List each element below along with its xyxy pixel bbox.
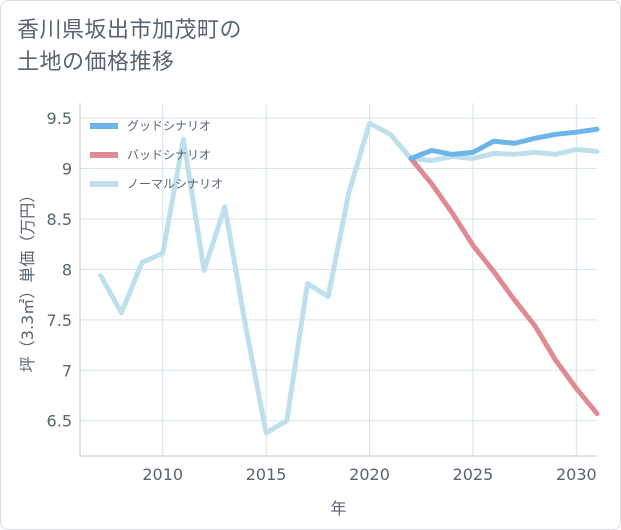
legend-label-1: バッドシナリオ — [127, 148, 211, 162]
grid — [80, 103, 597, 456]
y-tick-label: 9 — [62, 160, 72, 179]
series-line-1 — [408, 156, 600, 417]
chart-title-line-2: 土地の価格推移 — [17, 50, 175, 75]
x-axis-title: 年 — [330, 499, 346, 518]
chart-title: 香川県坂出市加茂町の 土地の価格推移 — [17, 15, 242, 79]
legend-label-0: グッドシナリオ — [127, 119, 211, 133]
series-layer — [98, 120, 600, 436]
x-tick-label: 2010 — [142, 465, 183, 484]
x-tick-label: 2030 — [556, 465, 597, 484]
x-tick-label: 2025 — [453, 465, 494, 484]
x-tick-label: 2020 — [349, 465, 390, 484]
series-line-2 — [98, 120, 600, 436]
axes — [79, 103, 597, 457]
y-tick-label: 8.5 — [47, 210, 72, 229]
chart-title-line-1: 香川県坂出市加茂町の — [17, 18, 243, 43]
y-tick-label: 7.5 — [47, 311, 72, 330]
y-tick-label: 6.5 — [47, 412, 72, 431]
x-tick-label: 2015 — [246, 465, 287, 484]
series-line-0 — [408, 126, 600, 161]
y-axis-title: 坪（3.3㎡）単価（万円） — [18, 187, 37, 372]
y-tick-label: 8 — [62, 260, 72, 279]
legend-label-2: ノーマルシナリオ — [127, 177, 223, 191]
tick-labels: 6.5 7 7.5 8 8.5 9 9.5 2010 2015 2020 2025 2030 — [47, 109, 597, 484]
y-tick-label: 9.5 — [47, 109, 72, 128]
y-tick-label: 7 — [62, 361, 72, 380]
